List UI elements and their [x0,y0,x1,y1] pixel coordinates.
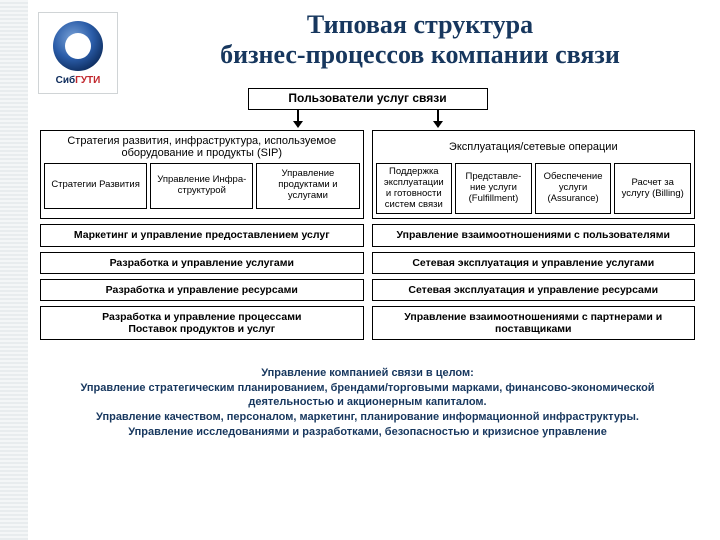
left-sub-2: Управление продуктами и услугами [256,163,359,209]
full-bar-1: Управление взаимоотношениями с партнерам… [372,306,696,340]
left-column: Стратегия развития, инфраструктура, испо… [40,130,364,220]
bar-2-right: Сетевая эксплуатация и управление ресурс… [372,279,696,301]
logo-text: СибГУТИ [56,75,101,86]
bar-0-right: Управление взаимоотношениями с пользоват… [372,224,696,246]
left-header: Стратегия развития, инфраструктура, испо… [44,134,360,160]
right-header: Эксплуатация/сетевые операции [376,134,692,160]
bar-2-left: Разработка и управление ресурсами [40,279,364,301]
bar-0-left: Маркетинг и управление предоставлением у… [40,224,364,246]
right-sub-row: Поддержка эксплуатации и готовности сист… [376,163,692,215]
right-column: Эксплуатация/сетевые операции Поддержка … [372,130,696,220]
right-sub-1: Представле-ние услуги (Fulfillment) [455,163,532,215]
right-sub-3: Расчет за услугу (Billing) [614,163,691,215]
bar-row-0: Маркетинг и управление предоставлением у… [40,224,695,246]
bar-row-2: Разработка и управление ресурсами Сетева… [40,279,695,301]
logo-text-part1: Сиб [56,75,76,86]
left-sub-0: Стратегии Развития [44,163,147,209]
logo: СибГУТИ [38,12,118,94]
full-bar-0: Разработка и управление процессамиПостав… [40,306,364,340]
page-title: Типовая структурабизнес-процессов компан… [140,10,700,70]
side-stripe [0,0,28,540]
right-sub-0: Поддержка эксплуатации и готовности сист… [376,163,453,215]
two-columns: Стратегия развития, инфраструктура, испо… [40,130,695,220]
right-sub-2: Обеспечение услуги (Assurance) [535,163,612,215]
left-sub-row: Стратегии Развития Управление Инфра-стру… [44,163,360,209]
arrows-row [40,112,695,130]
bar-1-right: Сетевая эксплуатация и управление услуга… [372,252,696,274]
left-sub-1: Управление Инфра-структурой [150,163,253,209]
full-bar-row: Разработка и управление процессамиПостав… [40,306,695,340]
diagram: Пользователи услуг связи Стратегия разви… [40,88,695,440]
bar-row-1: Разработка и управление услугами Сетевая… [40,252,695,274]
footer-text: Управление компанией связи в целом:Управ… [40,366,695,440]
logo-text-part2: ГУТИ [75,75,100,86]
users-box: Пользователи услуг связи [248,88,488,110]
bar-1-left: Разработка и управление услугами [40,252,364,274]
logo-ring-icon [53,21,103,71]
